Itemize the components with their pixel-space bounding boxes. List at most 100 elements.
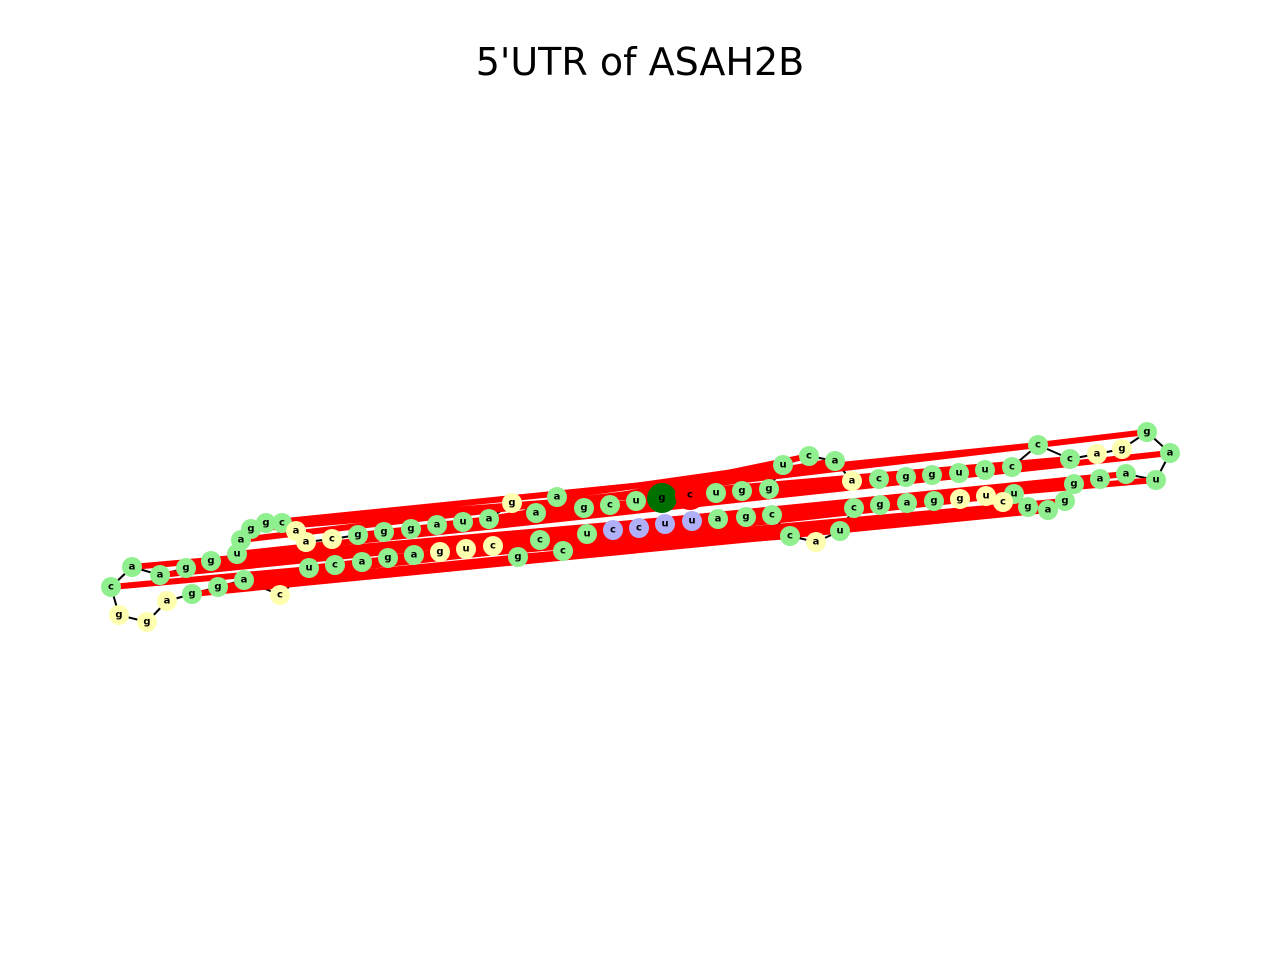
nucleotide-label: c xyxy=(490,541,496,552)
nucleotide: c xyxy=(780,526,800,546)
nucleotide-circle xyxy=(574,498,594,518)
nucleotide-label: g xyxy=(115,610,122,621)
base-pair-layer xyxy=(110,429,1171,597)
nucleotide-label: a xyxy=(293,526,300,537)
nucleotide-circle xyxy=(732,481,752,501)
nucleotide: c xyxy=(1028,435,1048,455)
nucleotide-circle xyxy=(759,479,779,499)
nucleotide: g xyxy=(1055,491,1075,511)
nucleotide: u xyxy=(682,511,702,531)
nucleotide: g xyxy=(401,519,421,539)
nucleotide-label: a xyxy=(303,537,310,548)
nucleotide: a xyxy=(526,503,546,523)
nucleotide-circle xyxy=(897,493,917,513)
nucleotide: g xyxy=(502,493,522,513)
nucleotide-label: g xyxy=(1070,479,1077,490)
nucleotide-label: a xyxy=(1097,474,1104,485)
nucleotide-circle xyxy=(950,489,970,509)
nucleotide: a xyxy=(150,565,170,585)
nucleotide-circle xyxy=(1160,443,1180,463)
nucleotide-label: g xyxy=(407,524,414,535)
nucleotide-label: u xyxy=(779,460,786,471)
nucleotide-circle xyxy=(270,585,290,605)
nucleotide: g xyxy=(1064,474,1084,494)
nucleotide: g xyxy=(201,551,221,571)
nucleotide-circle xyxy=(502,493,522,513)
nucleotide: g xyxy=(759,479,779,499)
nucleotide-circle xyxy=(201,551,221,571)
nucleotide-label: c xyxy=(108,582,114,593)
nucleotide-label: c xyxy=(560,546,566,557)
nucleotide-circle xyxy=(682,511,702,531)
nucleotide-label: c xyxy=(687,490,693,501)
nucleotide-label: g xyxy=(1118,444,1125,455)
nucleotide-label: c xyxy=(851,503,857,514)
nucleotide-circle xyxy=(1002,457,1022,477)
nucleotide-label: g xyxy=(188,589,195,600)
nucleotide-circle xyxy=(176,558,196,578)
nucleotide-label: u xyxy=(305,563,312,574)
nucleotide-circle xyxy=(780,526,800,546)
nucleotide: u xyxy=(456,539,476,559)
nucleotide-label: a xyxy=(238,535,245,546)
nucleotide: u xyxy=(949,463,969,483)
nucleotide: u xyxy=(1146,470,1166,490)
nucleotide-circle xyxy=(234,570,254,590)
nucleotide-circle xyxy=(296,532,316,552)
nucleotide: u xyxy=(830,521,850,541)
nucleotide-label: a xyxy=(1123,469,1130,480)
second-nucleotide: c xyxy=(675,480,705,510)
nucleotide-label: c xyxy=(607,500,613,511)
nucleotide-label: u xyxy=(688,516,695,527)
nucleotide: g xyxy=(430,542,450,562)
nucleotide-label: a xyxy=(486,514,493,525)
nucleotide-circle xyxy=(1038,500,1058,520)
nucleotide-label: g xyxy=(262,518,269,529)
nucleotide-label: g xyxy=(930,496,937,507)
nucleotide: g xyxy=(378,548,398,568)
nucleotide-circle xyxy=(453,512,473,532)
nucleotide: c xyxy=(762,505,782,525)
nucleotide-label: g xyxy=(1024,502,1031,513)
nucleotide-circle xyxy=(736,507,756,527)
nucleotide-label: g xyxy=(1061,496,1068,507)
nucleotide-circle xyxy=(993,492,1013,512)
nucleotide-label: a xyxy=(1094,449,1101,460)
nucleotide-circle xyxy=(708,509,728,529)
nucleotide: c xyxy=(325,555,345,575)
nucleotide: c xyxy=(553,541,573,561)
diagram-title: 5'UTR of ASAH2B xyxy=(475,40,805,84)
nucleotide-circle xyxy=(374,522,394,542)
nucleotide: g xyxy=(950,489,970,509)
nucleotide: c xyxy=(101,577,121,597)
nucleotide: a xyxy=(1087,444,1107,464)
nucleotide-label: u xyxy=(955,468,962,479)
nucleotide: g xyxy=(1018,497,1038,517)
nucleotide-circle xyxy=(1064,474,1084,494)
nucleotide-circle xyxy=(182,584,202,604)
nucleotide: g xyxy=(1137,422,1157,442)
nucleotide: a xyxy=(1160,443,1180,463)
start-nucleotide: g xyxy=(647,483,677,513)
nucleotide-circle xyxy=(157,591,177,611)
nucleotide-circle xyxy=(150,565,170,585)
nucleotide: c xyxy=(600,495,620,515)
nucleotide-label: c xyxy=(876,474,882,485)
nucleotide: g xyxy=(924,491,944,511)
nucleotide-label: a xyxy=(241,575,248,586)
nucleotide-label: u xyxy=(233,549,240,560)
nucleotide-circle xyxy=(401,519,421,539)
nucleotide-circle xyxy=(1055,491,1075,511)
nucleotide-label: c xyxy=(1009,462,1015,473)
nucleotide-label: g xyxy=(508,498,515,509)
nucleotide-circle xyxy=(655,514,675,534)
nucleotide: g xyxy=(870,495,890,515)
nucleotide-label: a xyxy=(1167,448,1174,459)
nucleotide-circle xyxy=(508,547,528,567)
nucleotide: c xyxy=(603,520,623,540)
nucleotide-label: c xyxy=(1035,440,1041,451)
nucleotide: u xyxy=(655,514,675,534)
nucleotide-label: g xyxy=(765,484,772,495)
nucleotide: c xyxy=(322,529,342,549)
